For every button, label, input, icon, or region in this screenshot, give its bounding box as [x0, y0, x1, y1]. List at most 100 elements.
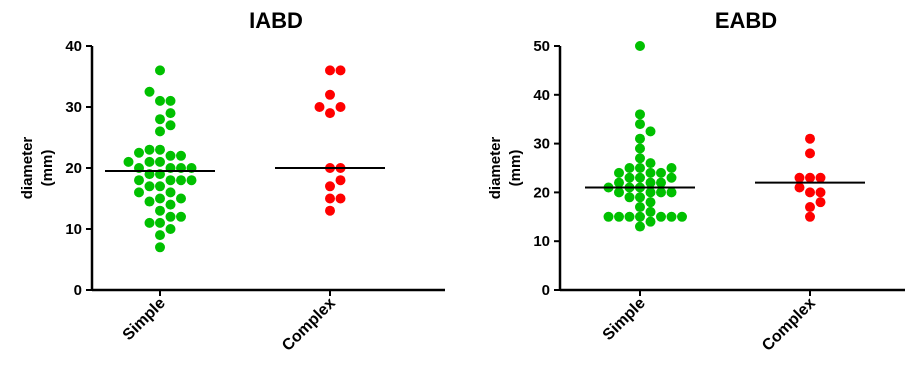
data-point-simple: [635, 41, 645, 51]
data-point-simple: [144, 196, 155, 207]
data-point-complex: [325, 205, 335, 216]
data-point-simple: [624, 172, 635, 183]
y-tick-label: 20: [65, 160, 82, 177]
x-category-label: Complex: [279, 295, 339, 355]
data-point-complex: [335, 102, 346, 112]
x-category-label: Simple: [120, 295, 169, 344]
x-category-label: Simple: [600, 295, 649, 344]
data-point-simple: [165, 95, 176, 106]
chart-title: EABD: [715, 8, 777, 33]
data-point-simple: [635, 143, 645, 154]
chart-panel-iabd: IABD diameter (mm) 0 10 20 30 40 Simple Complex: [19, 8, 445, 355]
data-point-simple: [635, 133, 645, 144]
data-point-simple: [614, 177, 624, 188]
data-point-simple: [666, 163, 677, 173]
data-point-simple: [645, 216, 656, 227]
data-point-simple: [165, 224, 176, 234]
data-point-complex: [805, 211, 815, 222]
data-point-complex: [335, 65, 346, 76]
data-point-simple: [144, 156, 155, 167]
data-point-complex: [325, 108, 335, 119]
data-point-simple: [656, 211, 666, 222]
y-tick-label: 10: [533, 233, 550, 250]
data-point-simple: [635, 221, 645, 232]
data-point-simple: [603, 211, 614, 222]
data-point-simple: [635, 202, 645, 213]
data-point-simple: [176, 150, 186, 161]
data-point-simple: [176, 211, 186, 222]
data-point-simple: [155, 205, 165, 216]
data-point-simple: [677, 211, 687, 222]
data-point-simple: [635, 119, 645, 130]
data-point-simple: [645, 167, 656, 178]
data-point-simple: [155, 242, 165, 253]
data-point-simple: [635, 192, 645, 203]
data-point-simple: [656, 187, 666, 198]
y-tick-label: 10: [65, 221, 82, 238]
data-point-simple: [666, 187, 677, 198]
y-axis-label: (mm): [39, 150, 56, 187]
data-point-simple: [656, 177, 666, 188]
y-axis-label: (mm): [507, 150, 524, 187]
data-point-simple: [144, 181, 155, 192]
y-tick-label: 30: [533, 136, 550, 153]
data-point-simple: [635, 153, 645, 164]
data-point-complex: [314, 102, 325, 112]
y-tick-label: 30: [65, 99, 82, 116]
chart-panel-eabd: EABD diameter (mm) 0 10 20 30 40 50 Simple Complex: [487, 8, 905, 355]
data-point-simple: [165, 199, 176, 210]
data-point-simple: [165, 187, 176, 198]
data-point-simple: [144, 217, 155, 228]
data-point-simple: [635, 109, 645, 120]
data-point-simple: [155, 65, 165, 76]
data-point-simple: [635, 163, 645, 173]
data-point-simple: [656, 167, 666, 178]
data-point-simple: [614, 167, 624, 178]
y-tick-label: 0: [542, 282, 550, 299]
y-axis-label: diameter: [19, 137, 36, 200]
data-point-simple: [134, 147, 144, 158]
data-point-simple: [155, 126, 165, 137]
data-point-complex: [805, 148, 815, 159]
y-tick-label: 40: [533, 87, 550, 104]
data-point-simple: [134, 187, 144, 198]
y-tick-label: 40: [65, 38, 82, 55]
data-point-complex: [805, 187, 815, 198]
y-tick-label: 0: [74, 282, 82, 299]
data-point-simple: [165, 108, 176, 119]
data-point-simple: [155, 156, 165, 167]
data-point-simple: [635, 172, 645, 183]
data-point-complex: [805, 133, 815, 144]
data-point-simple: [144, 86, 155, 97]
data-point-simple: [624, 211, 635, 222]
data-point-complex: [794, 172, 805, 183]
data-point-complex: [815, 197, 826, 208]
data-point-simple: [176, 175, 186, 186]
data-point-simple: [134, 175, 144, 186]
data-point-complex: [805, 172, 815, 183]
data-point-complex: [805, 202, 815, 213]
data-point-simple: [614, 211, 624, 222]
data-point-complex: [325, 89, 335, 100]
data-point-complex: [815, 187, 826, 198]
data-point-simple: [155, 144, 165, 155]
data-point-complex: [815, 172, 826, 183]
data-point-complex: [794, 182, 805, 193]
data-point-simple: [666, 172, 677, 183]
data-point-simple: [645, 158, 656, 169]
chart-title: IABD: [249, 8, 303, 33]
data-point-simple: [624, 192, 635, 203]
data-point-simple: [635, 211, 645, 222]
data-point-complex: [335, 175, 346, 186]
data-point-simple: [165, 150, 176, 161]
data-point-complex: [325, 193, 335, 204]
y-tick-label: 50: [533, 38, 550, 55]
data-point-simple: [155, 95, 165, 106]
data-point-simple: [123, 156, 134, 167]
data-point-complex: [325, 65, 335, 76]
y-axis-label: diameter: [487, 137, 504, 200]
data-point-simple: [176, 193, 186, 204]
data-point-simple: [155, 114, 165, 125]
data-point-simple: [645, 187, 656, 198]
data-point-simple: [155, 193, 165, 204]
